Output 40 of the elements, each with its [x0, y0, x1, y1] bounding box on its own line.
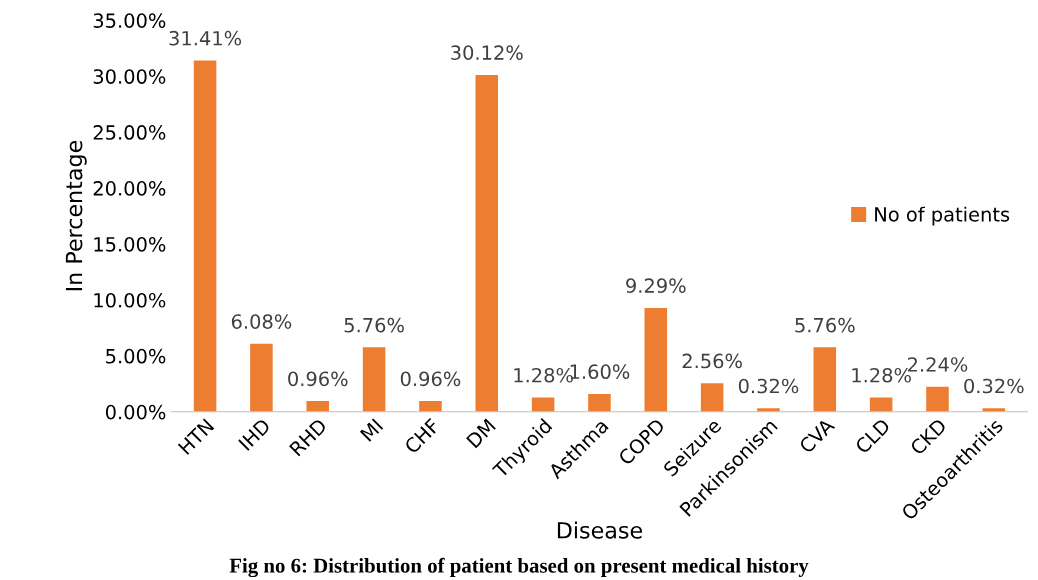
y-tick-label: 35.00%	[93, 13, 166, 28]
data-label: 2.56%	[682, 353, 742, 369]
text: Fig no 6: Distribution of patient based on present medical history	[229, 557, 809, 578]
data-label: 5.76%	[344, 317, 404, 333]
y-tick-label: 25.00%	[93, 125, 166, 140]
data-label: 0.96%	[288, 371, 348, 387]
data-label: 6.08%	[231, 314, 292, 329]
bar	[700, 383, 724, 412]
bar	[250, 343, 273, 412]
data-label: 0.32%	[964, 378, 1024, 394]
legend-label: No of patients	[875, 206, 1010, 226]
y-axis-title: In Percentage	[65, 140, 87, 291]
x-tick-label: IHD	[238, 417, 272, 451]
y-tick-label: 5.00%	[106, 348, 166, 364]
bar	[813, 347, 837, 412]
y-tick-label: 20.00%	[93, 181, 166, 196]
x-axis-title: Disease	[557, 521, 642, 539]
bar	[306, 401, 330, 412]
bar	[362, 347, 386, 412]
data-label: 5.76%	[795, 317, 855, 333]
data-label: 30.12%	[451, 45, 523, 61]
x-tick-label: CLD	[854, 417, 891, 455]
bar	[475, 74, 499, 412]
y-tick-label: 0.00%	[105, 404, 166, 420]
bar	[644, 307, 668, 412]
data-label: 31.41%	[169, 30, 242, 46]
y-tick-label: 10.00%	[94, 292, 166, 308]
bar	[869, 397, 893, 412]
x-tick-label: MI	[359, 418, 384, 442]
x-tick-label: CVA	[798, 417, 836, 455]
bar	[419, 401, 442, 412]
data-label: 0.32%	[738, 378, 799, 394]
y-tick-label: 30.00%	[93, 69, 166, 84]
data-label: 9.29%	[626, 278, 686, 294]
bar	[588, 393, 611, 412]
bar	[926, 386, 949, 412]
data-label: 0.96%	[400, 371, 461, 387]
bar	[531, 397, 555, 412]
y-tick-label: 15.00%	[94, 236, 166, 252]
bar	[193, 60, 217, 412]
